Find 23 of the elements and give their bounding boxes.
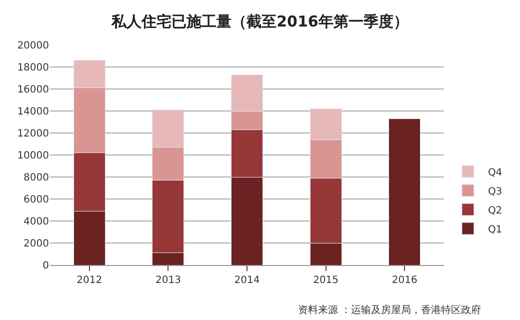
- x-tick-label: 2013: [155, 275, 181, 286]
- y-tick-label: 16000: [17, 84, 49, 96]
- x-tick-label: 2012: [76, 275, 102, 286]
- y-tick-label: 0: [42, 260, 49, 272]
- y-tick-label: 2000: [24, 238, 49, 250]
- x-tick-label: 2014: [234, 275, 260, 286]
- x-tick-label: 2016: [392, 275, 418, 286]
- bar: [388, 118, 421, 265]
- legend-label: Q1: [488, 224, 502, 236]
- y-tick-label: 18000: [17, 62, 49, 74]
- y-tick-label: 4000: [24, 216, 49, 228]
- y-tick-label: 12000: [17, 128, 49, 140]
- y-tick-label: 10000: [17, 150, 49, 162]
- legend-label: Q4: [488, 167, 502, 178]
- x-tick-label: 2015: [313, 275, 339, 286]
- y-tick-label: 8000: [24, 172, 49, 184]
- y-tick-label: 6000: [24, 194, 49, 206]
- chart-title: 私人住宅已施工量（截至2016年第一季度）: [110, 12, 408, 30]
- legend-label: Q3: [488, 186, 502, 198]
- y-tick-label: 14000: [17, 106, 49, 118]
- text: 资料来源 ：运输及房屋局，香港特区政府: [298, 304, 482, 316]
- y-tick-label: 20000: [17, 40, 49, 52]
- legend-label: Q2: [488, 205, 502, 216]
